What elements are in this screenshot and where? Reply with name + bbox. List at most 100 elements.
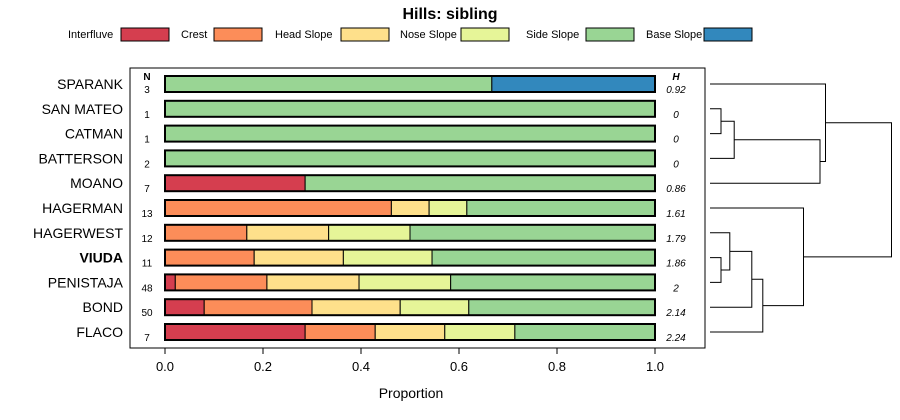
- bar-segment: [466, 199, 656, 217]
- bar-segment: [358, 273, 452, 291]
- h-value: 0.86: [666, 184, 686, 195]
- bar-segment: [164, 199, 392, 217]
- h-value: 2.14: [665, 308, 686, 319]
- bar-outline: [164, 323, 656, 341]
- row-label: MOANO: [70, 175, 123, 191]
- bar-segment: [431, 249, 656, 267]
- bar-outline: [164, 99, 656, 118]
- dendrogram-branch: [710, 120, 735, 159]
- n-value: 11: [142, 259, 153, 270]
- dendrogram-branch: [710, 207, 804, 307]
- bar-segment: [253, 249, 344, 267]
- legend-label: Crest: [181, 29, 207, 41]
- bar-segment: [342, 249, 433, 267]
- bar-segment: [328, 224, 411, 242]
- plot-frame: [129, 67, 706, 349]
- h-header: H: [672, 72, 680, 83]
- x-tick-label: 0.0: [156, 359, 174, 374]
- bar-segment: [164, 149, 656, 167]
- dendrogram-branch: [710, 139, 821, 184]
- x-tick-label: 0.4: [352, 359, 370, 374]
- bar-segment: [203, 298, 313, 316]
- n-value: 48: [141, 283, 153, 294]
- bar-outline: [164, 248, 656, 267]
- n-value: 50: [141, 308, 153, 319]
- dendrogram-branch: [710, 257, 722, 283]
- h-value: 0: [673, 110, 679, 121]
- legend-swatch: [340, 27, 390, 42]
- bar-rows: SPARANK 3 0.92 SAN MATEO 1 0 CATMAN 1 0 BATTERSON…: [33, 75, 686, 344]
- bar-segment: [311, 298, 401, 316]
- dendrogram-branch: [710, 278, 764, 333]
- dendrogram-branch: [710, 250, 753, 308]
- h-value: 0: [673, 135, 679, 146]
- row-label: PENISTAJA: [48, 274, 124, 290]
- bar-segment: [246, 224, 330, 242]
- n-header: N: [143, 72, 150, 83]
- bar-segment: [428, 199, 468, 217]
- bar-outline: [164, 124, 656, 143]
- row-label: SAN MATEO: [42, 101, 124, 117]
- bar-segment: [304, 323, 376, 341]
- bar-segment: [164, 174, 306, 192]
- row-label: CATMAN: [65, 126, 123, 142]
- bar-outline: [164, 149, 656, 168]
- h-value: 0.92: [666, 85, 686, 96]
- bar-outline: [164, 75, 656, 93]
- row-label: SPARANK: [57, 76, 124, 92]
- n-value: 1: [144, 135, 150, 146]
- legend-swatch: [585, 27, 635, 42]
- bar-segment: [444, 323, 516, 341]
- bar-segment: [164, 249, 255, 267]
- x-tick-label: 1.0: [646, 359, 664, 374]
- legend-label: Side Slope: [526, 29, 579, 41]
- bar-segment: [174, 273, 268, 291]
- row-label: BOND: [83, 299, 123, 315]
- dendrogram-branch: [710, 232, 731, 271]
- bar-outline: [164, 298, 656, 317]
- bar-segment: [399, 298, 470, 316]
- x-axis: 0.0 0.2 0.4 0.6 0.8 1.0: [156, 348, 664, 374]
- bar-outline: [164, 174, 656, 193]
- row-label: BATTERSON: [38, 150, 123, 166]
- n-value: 7: [144, 333, 150, 344]
- chart-title: Hills: sibling: [402, 6, 497, 23]
- bar-segment: [164, 323, 306, 341]
- legend: Interfluve Crest Head Slope Nose Slope Side …: [68, 27, 753, 42]
- n-value: 7: [144, 184, 150, 195]
- row-label: HAGERMAN: [42, 200, 123, 216]
- legend-label: Nose Slope: [400, 29, 457, 41]
- bar-segment: [266, 273, 360, 291]
- n-value: 13: [141, 209, 153, 220]
- legend-swatch: [120, 27, 170, 42]
- n-value: 2: [144, 159, 150, 170]
- bar-segment: [491, 75, 656, 93]
- legend-label: Head Slope: [275, 29, 333, 41]
- h-value: 1.61: [666, 209, 685, 220]
- bar-segment: [164, 125, 656, 143]
- legend-label: Base Slope: [646, 29, 702, 41]
- bar-segment: [164, 75, 493, 93]
- h-value: 0: [673, 159, 679, 170]
- bar-segment: [164, 100, 656, 118]
- h-value: 1.86: [666, 259, 686, 270]
- dendrogram-branch: [803, 122, 892, 258]
- dendrogram: [710, 83, 892, 333]
- h-value: 2.24: [665, 333, 686, 344]
- bar-segment: [450, 273, 656, 291]
- legend-swatch: [213, 27, 263, 42]
- dendrogram-branch: [710, 108, 722, 135]
- bar-segment: [304, 174, 656, 192]
- legend-label: Interfluve: [68, 29, 113, 41]
- bar-segment: [374, 323, 446, 341]
- x-tick-label: 0.2: [254, 359, 272, 374]
- h-value: 1.79: [666, 234, 686, 245]
- bar-outline: [164, 223, 656, 242]
- legend-swatch: [460, 27, 510, 42]
- x-axis-label: Proportion: [379, 385, 444, 401]
- n-value: 1: [144, 110, 150, 121]
- legend-swatch: [703, 27, 753, 42]
- bar-outline: [164, 273, 656, 292]
- row-label: FLACO: [76, 324, 123, 340]
